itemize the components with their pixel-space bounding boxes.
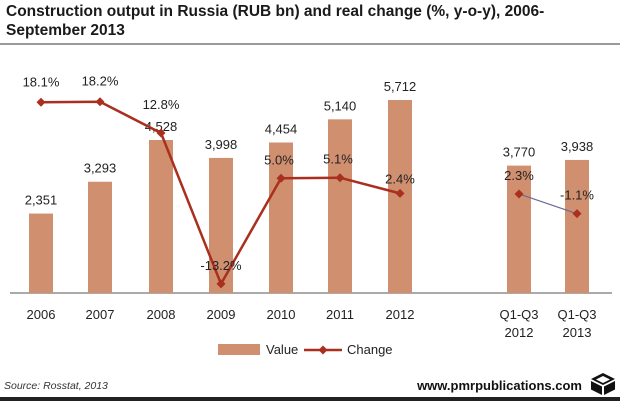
x-tick-label: 2010 [267,307,296,322]
legend-marker-change [318,345,328,355]
bar-value-label: 4,454 [265,122,298,137]
change-value-label: -1.1% [560,188,594,203]
bar-value-label: 3,998 [205,137,238,152]
footer-bar [0,397,620,401]
bar-value-label: 3,293 [84,161,117,176]
change-line-quarterly [518,193,578,215]
bar-2010 [269,142,293,293]
source-note: Source: Rosstat, 2013 [4,380,108,392]
x-tick-label: 2006 [27,307,56,322]
bar-value-label: 3,770 [503,145,536,160]
change-value-label: 18.1% [23,74,60,89]
legend-label-change: Change [347,342,393,357]
change-marker [276,173,286,183]
x-tick-label: 2012 [386,307,415,322]
change-marker [514,189,524,199]
change-marker [395,188,405,198]
x-tick-label: 2012 [505,325,534,340]
change-marker [156,128,166,138]
bar-2008 [149,140,173,293]
x-tick-label: 2007 [86,307,115,322]
bar-2011 [328,119,352,294]
legend-label-value: Value [266,342,298,357]
change-value-label: 2.4% [385,171,415,186]
bar-value-label: 3,938 [561,139,594,154]
x-tick-label: 2008 [147,307,176,322]
bar-2006 [29,213,53,293]
x-tick-label: Q1-Q3 [557,307,596,322]
change-marker [216,279,226,289]
change-value-label: 18.2% [82,74,119,89]
chart-title: Construction output in Russia (RUB bn) a… [6,3,545,39]
change-marker [572,209,582,219]
change-value-label: 5.1% [323,152,353,167]
bar-value-label: 2,351 [25,193,58,208]
change-value-label: 12.8% [143,97,180,112]
change-value-label: 5.0% [264,152,294,167]
change-marker [36,97,46,107]
x-tick-label: 2011 [326,307,354,322]
bar-value-label: 5,140 [324,98,357,113]
cube-logo-icon [591,373,615,395]
brand-url[interactable]: www.pmrpublications.com [417,378,582,393]
change-value-label: 2.3% [504,168,534,183]
x-tick-label: 2013 [563,325,592,340]
x-tick-label: Q1-Q3 [499,307,538,322]
bar-q1-q3-2012 [507,165,531,293]
bar-q1-q3-2013 [565,159,589,293]
chart: 2,3513,2934,5283,9984,4545,1405,7123,770… [10,74,612,357]
title-divider [0,43,620,45]
legend-swatch-value [218,344,260,355]
bar-value-label: 5,712 [384,79,417,94]
change-marker [95,97,105,107]
bar-2007 [88,181,112,293]
change-marker [335,173,345,183]
x-tick-label: 2009 [207,307,236,322]
change-value-label: -13.2% [200,258,242,273]
